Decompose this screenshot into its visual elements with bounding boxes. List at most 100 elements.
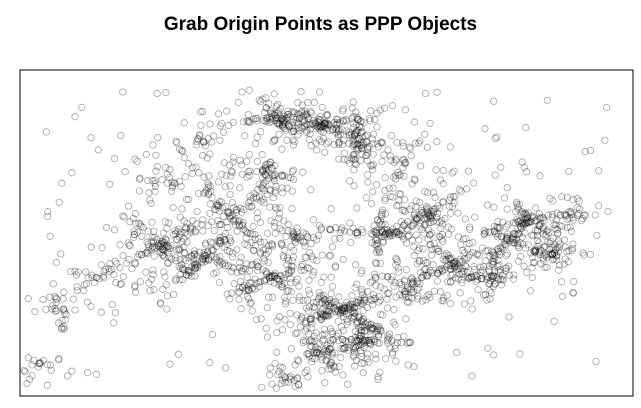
data-point: [536, 250, 544, 258]
data-point: [295, 293, 304, 301]
data-point: [107, 266, 116, 274]
data-point: [541, 242, 550, 251]
data-point: [514, 242, 522, 250]
data-point: [221, 236, 229, 245]
data-point: [304, 307, 313, 315]
data-point: [420, 229, 428, 237]
data-point: [323, 307, 331, 315]
data-point: [430, 209, 438, 217]
data-point: [293, 375, 302, 383]
data-point: [58, 324, 66, 332]
data-point: [273, 274, 281, 283]
data-point: [513, 230, 521, 239]
data-point: [489, 260, 497, 268]
data-point: [202, 239, 210, 247]
data-point: [347, 154, 356, 163]
data-point: [350, 155, 358, 163]
data-point: [391, 341, 399, 349]
data-point: [273, 317, 281, 325]
data-point: [276, 203, 284, 212]
data-point: [320, 348, 328, 356]
data-point: [305, 286, 313, 294]
data-point: [460, 249, 469, 257]
data-point: [219, 204, 227, 212]
data-point: [299, 112, 308, 120]
data-point: [327, 358, 336, 367]
data-point: [198, 220, 206, 229]
data-point: [43, 381, 52, 389]
data-point: [426, 230, 434, 239]
data-point: [497, 281, 506, 289]
data-point: [410, 277, 418, 285]
data-point: [257, 97, 265, 106]
data-point: [396, 190, 405, 198]
data-point: [353, 341, 361, 350]
data-point: [233, 227, 241, 236]
data-point: [436, 288, 445, 296]
data-point: [360, 296, 368, 304]
data-point: [168, 181, 177, 190]
data-point: [71, 113, 79, 121]
data-point: [376, 310, 385, 319]
data-point: [413, 215, 421, 223]
data-point: [319, 335, 327, 343]
data-point: [315, 136, 323, 144]
data-point: [531, 248, 540, 256]
data-point: [266, 364, 274, 372]
data-point: [42, 128, 50, 136]
data-point: [413, 277, 422, 285]
data-point: [397, 280, 406, 289]
data-point: [188, 272, 196, 280]
data-point: [326, 325, 335, 333]
data-point: [196, 132, 204, 140]
data-point: [307, 316, 315, 324]
data-point: [419, 271, 427, 279]
data-point: [330, 304, 338, 312]
data-point: [408, 274, 416, 282]
data-point: [290, 376, 298, 384]
data-point: [289, 263, 297, 271]
data-point: [366, 117, 374, 125]
data-point: [426, 241, 434, 249]
data-point: [315, 221, 324, 230]
data-point: [318, 122, 326, 131]
data-point: [401, 287, 409, 295]
data-point: [497, 163, 505, 172]
data-point: [348, 300, 357, 309]
data-point: [409, 288, 418, 296]
data-point: [445, 202, 454, 211]
data-point: [398, 285, 406, 293]
data-point: [169, 231, 178, 239]
data-point: [359, 369, 367, 377]
data-point: [421, 187, 429, 196]
data-point: [301, 242, 309, 250]
data-point: [299, 228, 308, 237]
data-point: [490, 97, 498, 105]
data-point: [43, 360, 51, 369]
data-point: [60, 323, 68, 331]
data-point: [502, 264, 510, 272]
data-point: [317, 315, 325, 323]
data-point: [279, 189, 287, 197]
data-point: [151, 233, 159, 242]
data-point: [325, 302, 334, 311]
data-point: [228, 263, 236, 271]
data-point: [248, 230, 257, 238]
data-point: [267, 240, 276, 248]
data-point: [446, 261, 454, 270]
data-point: [312, 120, 320, 128]
data-point: [428, 269, 436, 277]
data-point: [273, 205, 281, 213]
data-point: [276, 272, 284, 280]
data-point: [554, 248, 563, 256]
data-point: [393, 138, 401, 147]
data-point: [158, 237, 166, 245]
data-point: [314, 123, 323, 131]
data-point: [345, 131, 354, 140]
data-point: [195, 248, 204, 256]
data-point: [44, 212, 52, 221]
data-point: [438, 266, 446, 274]
data-point: [369, 290, 378, 299]
data-point: [111, 309, 120, 317]
